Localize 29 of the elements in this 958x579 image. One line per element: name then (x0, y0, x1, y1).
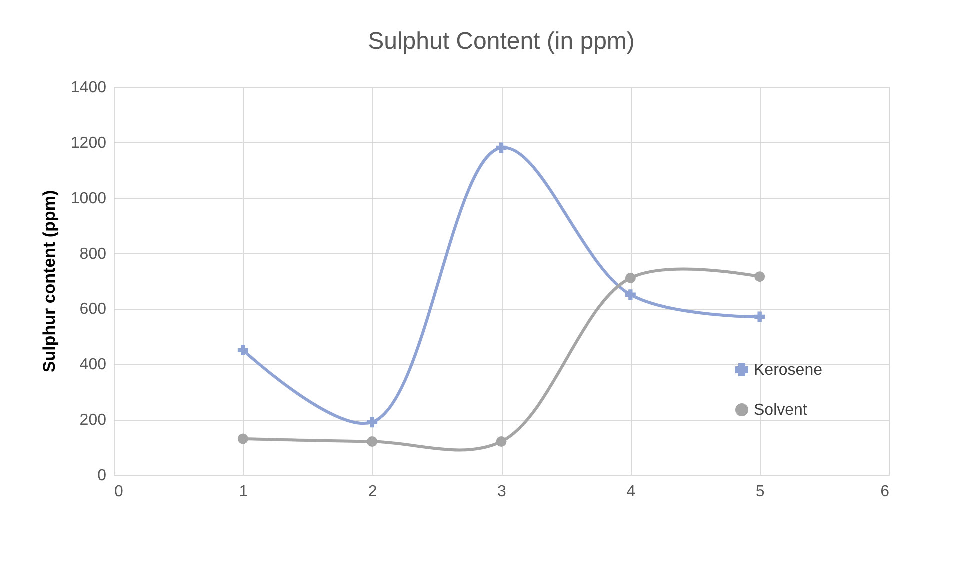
point (367, 417, 378, 428)
x-tick-label: 0 (114, 484, 124, 500)
chart-title: Sulphut Content (in ppm) (368, 28, 635, 55)
y-tick-label: 400 (80, 356, 107, 374)
x-tick-label: 1 (239, 484, 248, 500)
point (496, 142, 507, 154)
point (367, 436, 378, 447)
x-tick-label: 6 (880, 484, 890, 500)
y-tick-label: 1000 (70, 190, 107, 208)
y-tick-label: 1200 (70, 134, 107, 152)
y-tick-label: 600 (80, 301, 107, 318)
point (625, 272, 636, 284)
legend-label: Kerosene (754, 362, 823, 379)
x-tick-label: 4 (626, 484, 636, 500)
point (238, 434, 248, 444)
legend-label: Solvent (754, 402, 808, 419)
point (625, 290, 636, 300)
point (754, 272, 766, 282)
x-tick-label: 5 (756, 484, 765, 500)
y-tick-label: 0 (98, 468, 107, 484)
y-tick-label: 800 (80, 246, 107, 263)
x-tick-label: 2 (368, 484, 378, 500)
point (238, 345, 248, 356)
point (754, 312, 766, 322)
y-axis-title: Sulphur content (ppm) (40, 190, 59, 373)
point (496, 436, 507, 447)
y-tick-label: 200 (80, 412, 107, 430)
y-tick-label: 1400 (70, 80, 107, 96)
x-tick-label: 3 (498, 484, 507, 500)
